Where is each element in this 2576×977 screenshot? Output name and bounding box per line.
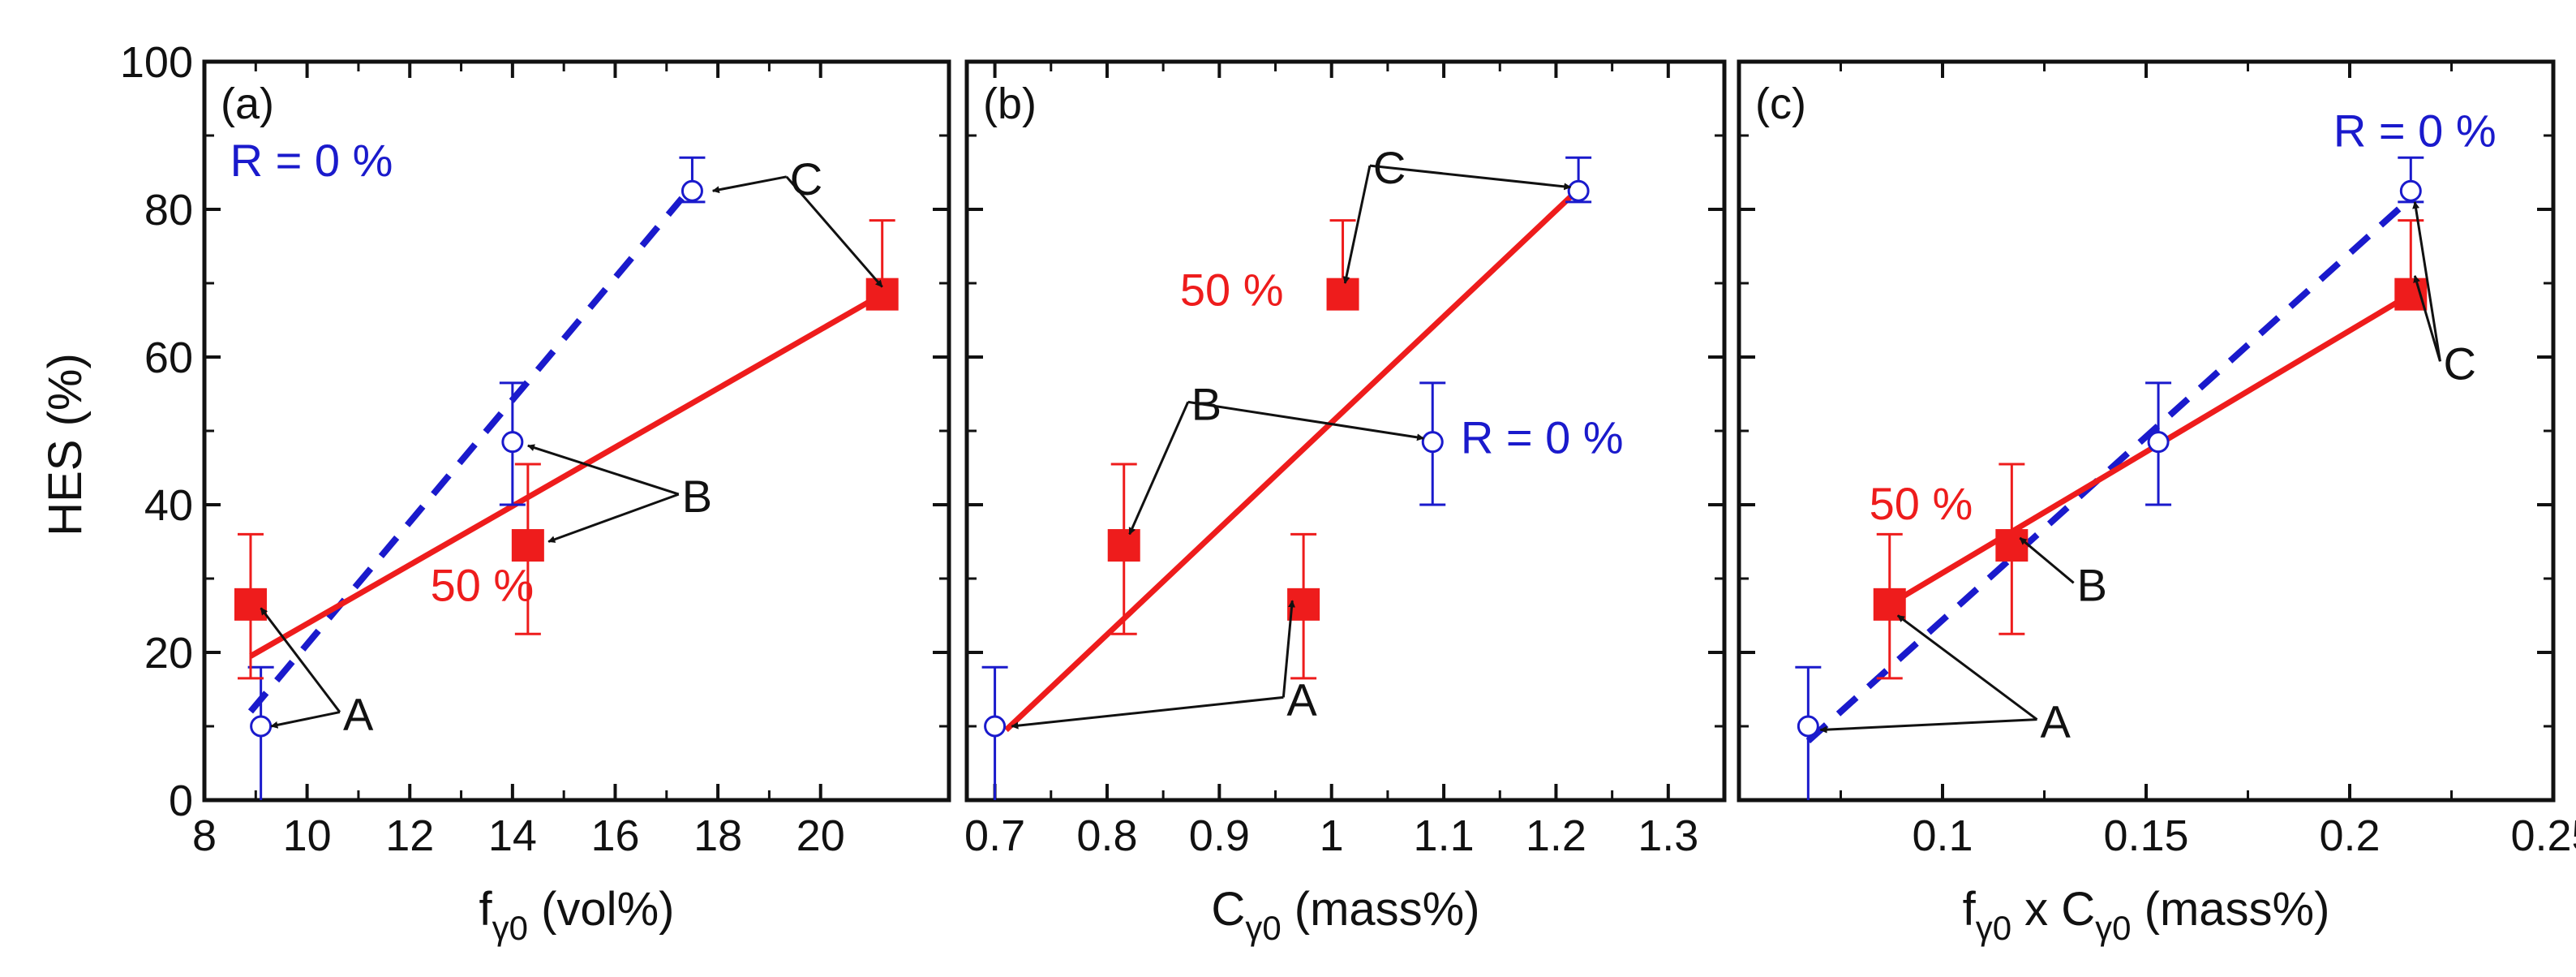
x-tick-label: 16 xyxy=(590,811,639,860)
data-point-r0-A xyxy=(251,717,271,736)
annotation-arrow xyxy=(548,494,679,541)
annotation-label-r0: R = 0 % xyxy=(230,135,393,186)
annotation-label-r50: 50 % xyxy=(1180,264,1284,315)
panel-label: (b) xyxy=(983,80,1037,128)
chart-panel-1: 0 20 40 60 80 100 8 10 12 14 16 18 20 fγ0 (vol%) (a) R … xyxy=(120,38,949,947)
data-point-r0-C xyxy=(1569,181,1588,200)
x-tick-label: 1.3 xyxy=(1638,811,1698,860)
x-axis-title-part: f xyxy=(479,883,493,936)
y-tick-label: 60 xyxy=(144,334,193,382)
x-tick-label: 0.25 xyxy=(2510,811,2576,860)
fit-line-dashed-r0 xyxy=(251,198,682,711)
y-tick-label: 0 xyxy=(169,777,193,825)
panel-label: (c) xyxy=(1755,80,1806,128)
x-axis-title-subscript: γ0 xyxy=(492,909,528,947)
plot-frame xyxy=(1739,62,2553,800)
data-point-r50-C xyxy=(866,278,899,311)
y-tick-label: 100 xyxy=(120,38,193,87)
x-tick-label: 0.8 xyxy=(1076,811,1137,860)
x-tick-label: 0.2 xyxy=(2319,811,2380,860)
y-tick-label: 80 xyxy=(144,186,193,235)
annotation-label-r50: 50 % xyxy=(431,559,535,610)
data-point-r0-B xyxy=(2149,433,2168,452)
annotation-label-r0: R = 0 % xyxy=(1461,411,1624,463)
x-axis-title-part: (mass%) xyxy=(1282,883,1480,936)
data-point-r50-C xyxy=(2394,278,2427,311)
x-axis-title-part: x C xyxy=(2011,883,2095,936)
data-point-r0-A xyxy=(985,717,1005,736)
annotation-label-c: C xyxy=(790,153,822,204)
annotation-arrow xyxy=(1898,616,2037,720)
data-point-r50-B xyxy=(1995,529,2028,562)
data-point-r50-B xyxy=(512,529,544,562)
annotation-label-b: B xyxy=(682,471,712,522)
x-axis-title-subscript: γ0 xyxy=(1245,909,1281,947)
annotation-arrow xyxy=(271,712,340,726)
x-tick-label: 12 xyxy=(385,811,434,860)
annotation-arrow xyxy=(787,177,882,287)
y-axis-title: HES (%) xyxy=(39,353,92,536)
x-axis-title-part: (vol%) xyxy=(528,883,674,936)
y-tick-label: 20 xyxy=(144,629,193,678)
data-point-r50-C xyxy=(1327,278,1359,311)
data-point-r50-A xyxy=(234,588,267,621)
x-tick-label: 18 xyxy=(693,811,742,860)
data-point-r0-C xyxy=(682,181,702,200)
hes-figure: HES (%) 0204060801008 10 12 14 16 18 20fγ0 (vo… xyxy=(0,0,2576,977)
annotation-label-a: A xyxy=(343,689,374,740)
x-tick-label: 8 xyxy=(192,811,217,860)
annotation-arrow xyxy=(1130,402,1188,534)
panel-label: (a) xyxy=(221,80,274,128)
data-point-r0-B xyxy=(503,433,522,452)
x-tick-label: 0.7 xyxy=(964,811,1025,860)
annotation-label-c: C xyxy=(2443,338,2475,389)
annotation-label-r0: R = 0 % xyxy=(2333,105,2497,157)
x-tick-label: 0.9 xyxy=(1189,811,1250,860)
x-tick-label: 1 xyxy=(1320,811,1344,860)
x-axis-title: fγ0 x Cγ0 (mass%) xyxy=(1963,883,2330,947)
x-tick-label: 0.15 xyxy=(2103,811,2188,860)
annotation-arrow xyxy=(1011,697,1283,726)
annotation-label-a: A xyxy=(2040,696,2071,747)
data-point-r0-A xyxy=(1798,717,1818,736)
fit-line-dashed-r0 xyxy=(1808,198,2411,741)
fit-line-solid-r50 xyxy=(251,295,882,656)
data-point-r50-A xyxy=(1874,588,1906,621)
annotation-arrow xyxy=(1188,402,1423,438)
chart-panel-2: 0.7 0.8 0.9 1 1.1 1.2 1.3 Cγ0 (mass%) (b) R = 0 %… xyxy=(964,62,1724,947)
x-axis-title-subscript: γ0 xyxy=(1976,909,2011,947)
x-axis-title-part: (mass%) xyxy=(2132,883,2330,936)
y-tick-label: 40 xyxy=(144,481,193,530)
fit-line-solid-r50 xyxy=(1890,295,2411,605)
annotation-label-a: A xyxy=(1286,674,1317,725)
data-point-r0-C xyxy=(2401,181,2420,200)
x-axis-title: fγ0 (vol%) xyxy=(479,883,675,947)
annotation-arrow xyxy=(261,608,340,712)
annotation-label-r50: 50 % xyxy=(1870,478,1973,529)
x-tick-label: 20 xyxy=(796,811,845,860)
x-tick-label: 1.2 xyxy=(1526,811,1586,860)
x-tick-label: 0.1 xyxy=(1912,811,1973,860)
x-tick-label: 10 xyxy=(283,811,332,860)
data-point-r50-B xyxy=(1108,529,1140,562)
annotation-label-b: B xyxy=(2077,559,2107,610)
chart-panel-3: 0.10.150.20.25fγ0 x Cγ0 (mass%)(c)R = 0 … xyxy=(1739,62,2576,947)
annotation-arrow xyxy=(1820,720,2037,730)
x-tick-label: 1.1 xyxy=(1414,811,1475,860)
x-axis-title-part: C xyxy=(1211,883,1245,936)
x-tick-label: 14 xyxy=(488,811,537,860)
annotation-arrow xyxy=(713,177,787,191)
data-point-r0-B xyxy=(1423,433,1442,452)
x-axis-title-part: f xyxy=(1963,883,1977,936)
x-axis-title: Cγ0 (mass%) xyxy=(1211,883,1479,947)
x-axis-title-subscript: γ0 xyxy=(2095,909,2131,947)
annotation-arrow xyxy=(1345,166,1370,283)
